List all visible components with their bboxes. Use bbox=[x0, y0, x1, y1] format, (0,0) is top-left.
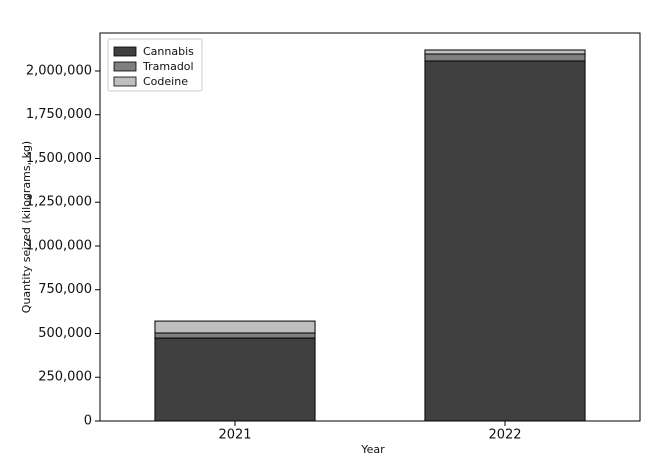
y-tick-label: 1,000,000 bbox=[26, 238, 92, 253]
y-tick-label: 0 bbox=[84, 414, 92, 429]
x-axis-label: Year bbox=[360, 443, 385, 456]
bar-segment bbox=[154, 332, 316, 339]
x-tick-label: 2021 bbox=[218, 428, 251, 443]
y-tick-label: 2,000,000 bbox=[26, 63, 92, 78]
x-tick-label: 2022 bbox=[488, 428, 521, 443]
y-tick-label: 1,250,000 bbox=[26, 195, 92, 210]
legend-swatch bbox=[113, 46, 137, 57]
y-tick-label: 1,500,000 bbox=[26, 151, 92, 166]
y-tick-label: 1,750,000 bbox=[26, 107, 92, 122]
bar-segment bbox=[424, 49, 586, 55]
y-axis-label: Quantity seized (kilograms, kg) bbox=[20, 141, 33, 313]
plot-frame bbox=[99, 32, 641, 422]
legend-swatch bbox=[113, 61, 137, 72]
bar-segment bbox=[424, 53, 586, 62]
bar-segment bbox=[154, 337, 316, 422]
y-tick-label: 500,000 bbox=[38, 326, 92, 341]
y-tick-label: 250,000 bbox=[38, 370, 92, 385]
bar-segment bbox=[424, 60, 586, 422]
y-tick-label: 750,000 bbox=[38, 282, 92, 297]
bar-segment bbox=[154, 320, 316, 334]
legend-swatch bbox=[113, 76, 137, 87]
legend-label: Tramadol bbox=[142, 60, 194, 73]
legend-label: Codeine bbox=[143, 75, 188, 88]
legend-label: Cannabis bbox=[143, 45, 194, 58]
